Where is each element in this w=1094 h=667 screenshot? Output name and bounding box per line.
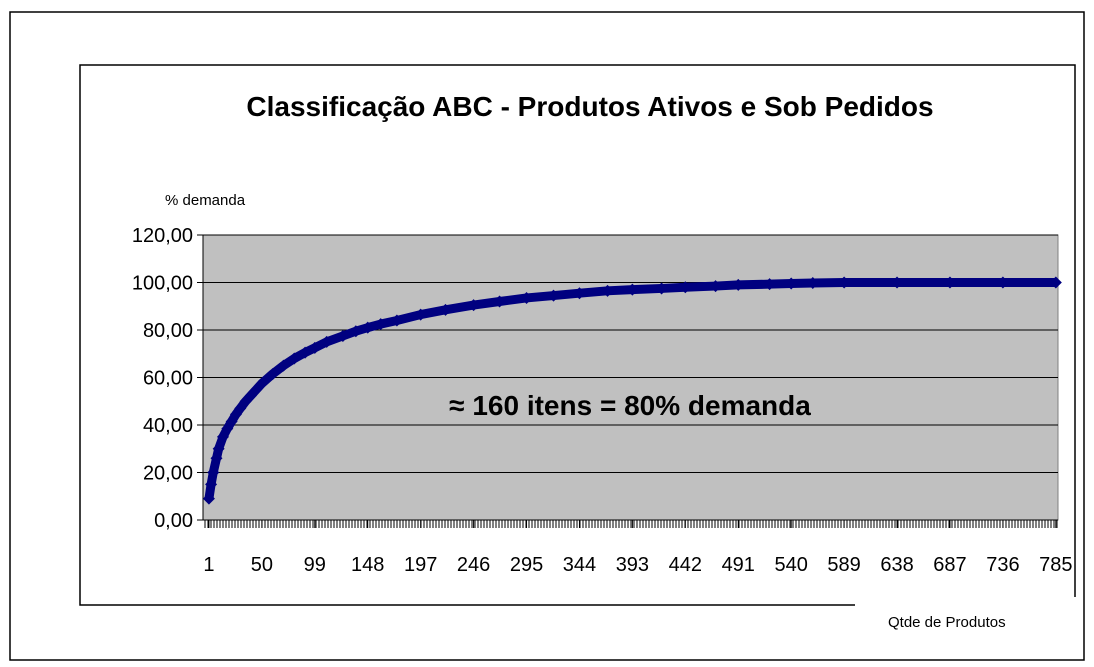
marker — [601, 284, 614, 297]
marker — [349, 325, 362, 338]
marker — [245, 389, 258, 402]
marker — [390, 314, 403, 327]
marker — [467, 299, 480, 312]
y-tick-label: 60,00 — [143, 368, 193, 390]
marker — [763, 278, 776, 291]
marker — [216, 430, 229, 443]
x-tick-label: 589 — [827, 554, 860, 576]
x-tick-label: 393 — [616, 554, 649, 576]
marker — [626, 283, 639, 296]
y-axis-label: % demanda — [165, 192, 246, 209]
marker — [308, 341, 321, 354]
marker — [838, 276, 851, 289]
marker — [709, 280, 722, 293]
marker — [785, 277, 798, 290]
x-tick-label: 295 — [510, 554, 543, 576]
y-tick-label: 0,00 — [154, 510, 193, 532]
x-tick-label: 99 — [304, 554, 326, 576]
chart-title: Classificação ABC - Produtos Ativos e So… — [246, 91, 934, 122]
marker — [202, 492, 215, 505]
y-tick-label: 20,00 — [143, 463, 193, 485]
x-tick-label: 687 — [933, 554, 966, 576]
marker — [547, 289, 560, 302]
marker — [573, 287, 586, 300]
x-tick-strip — [203, 520, 1058, 528]
x-tick-label: 736 — [986, 554, 1019, 576]
x-tick-label: 785 — [1039, 554, 1072, 576]
y-tick-label: 40,00 — [143, 415, 193, 437]
marker — [255, 377, 268, 390]
marker — [277, 359, 290, 372]
x-tick-label: 491 — [722, 554, 755, 576]
marker — [212, 442, 225, 455]
marker — [655, 282, 668, 295]
marker — [234, 402, 247, 415]
marker — [806, 276, 819, 289]
x-tick-label: 344 — [563, 554, 596, 576]
x-tick-label: 442 — [669, 554, 702, 576]
marker — [288, 352, 301, 365]
chart-border — [79, 64, 1076, 606]
marker — [493, 295, 506, 308]
marker — [520, 291, 533, 304]
marker — [1049, 276, 1062, 289]
x-tick-label: 148 — [351, 554, 384, 576]
x-axis-label: Qtde de Produtos — [888, 614, 1006, 631]
x-tick-label: 50 — [251, 554, 273, 576]
marker — [996, 276, 1009, 289]
marker — [414, 308, 427, 321]
marker — [299, 346, 312, 359]
marker — [679, 281, 692, 294]
outer-border — [9, 11, 1085, 661]
annotation: ≈ 160 itens = 80% demanda — [449, 390, 811, 421]
y-tick-label: 80,00 — [143, 320, 193, 342]
y-tick-label: 100,00 — [132, 273, 193, 295]
marker — [320, 335, 333, 348]
x-tick-label: 1 — [203, 554, 214, 576]
marker — [205, 478, 218, 491]
marker — [732, 278, 745, 291]
marker — [210, 452, 223, 465]
marker — [207, 466, 220, 479]
x-tick-label: 246 — [457, 554, 490, 576]
x-tick-label: 540 — [774, 554, 807, 576]
marker — [361, 321, 374, 334]
marker — [439, 303, 452, 316]
x-tick-label: 638 — [880, 554, 913, 576]
marker — [943, 276, 956, 289]
marker — [336, 329, 349, 342]
x-tick-label: 197 — [404, 554, 437, 576]
marker — [266, 367, 279, 380]
marker — [374, 318, 387, 331]
marker — [891, 276, 904, 289]
y-tick-label: 120,00 — [132, 225, 193, 247]
